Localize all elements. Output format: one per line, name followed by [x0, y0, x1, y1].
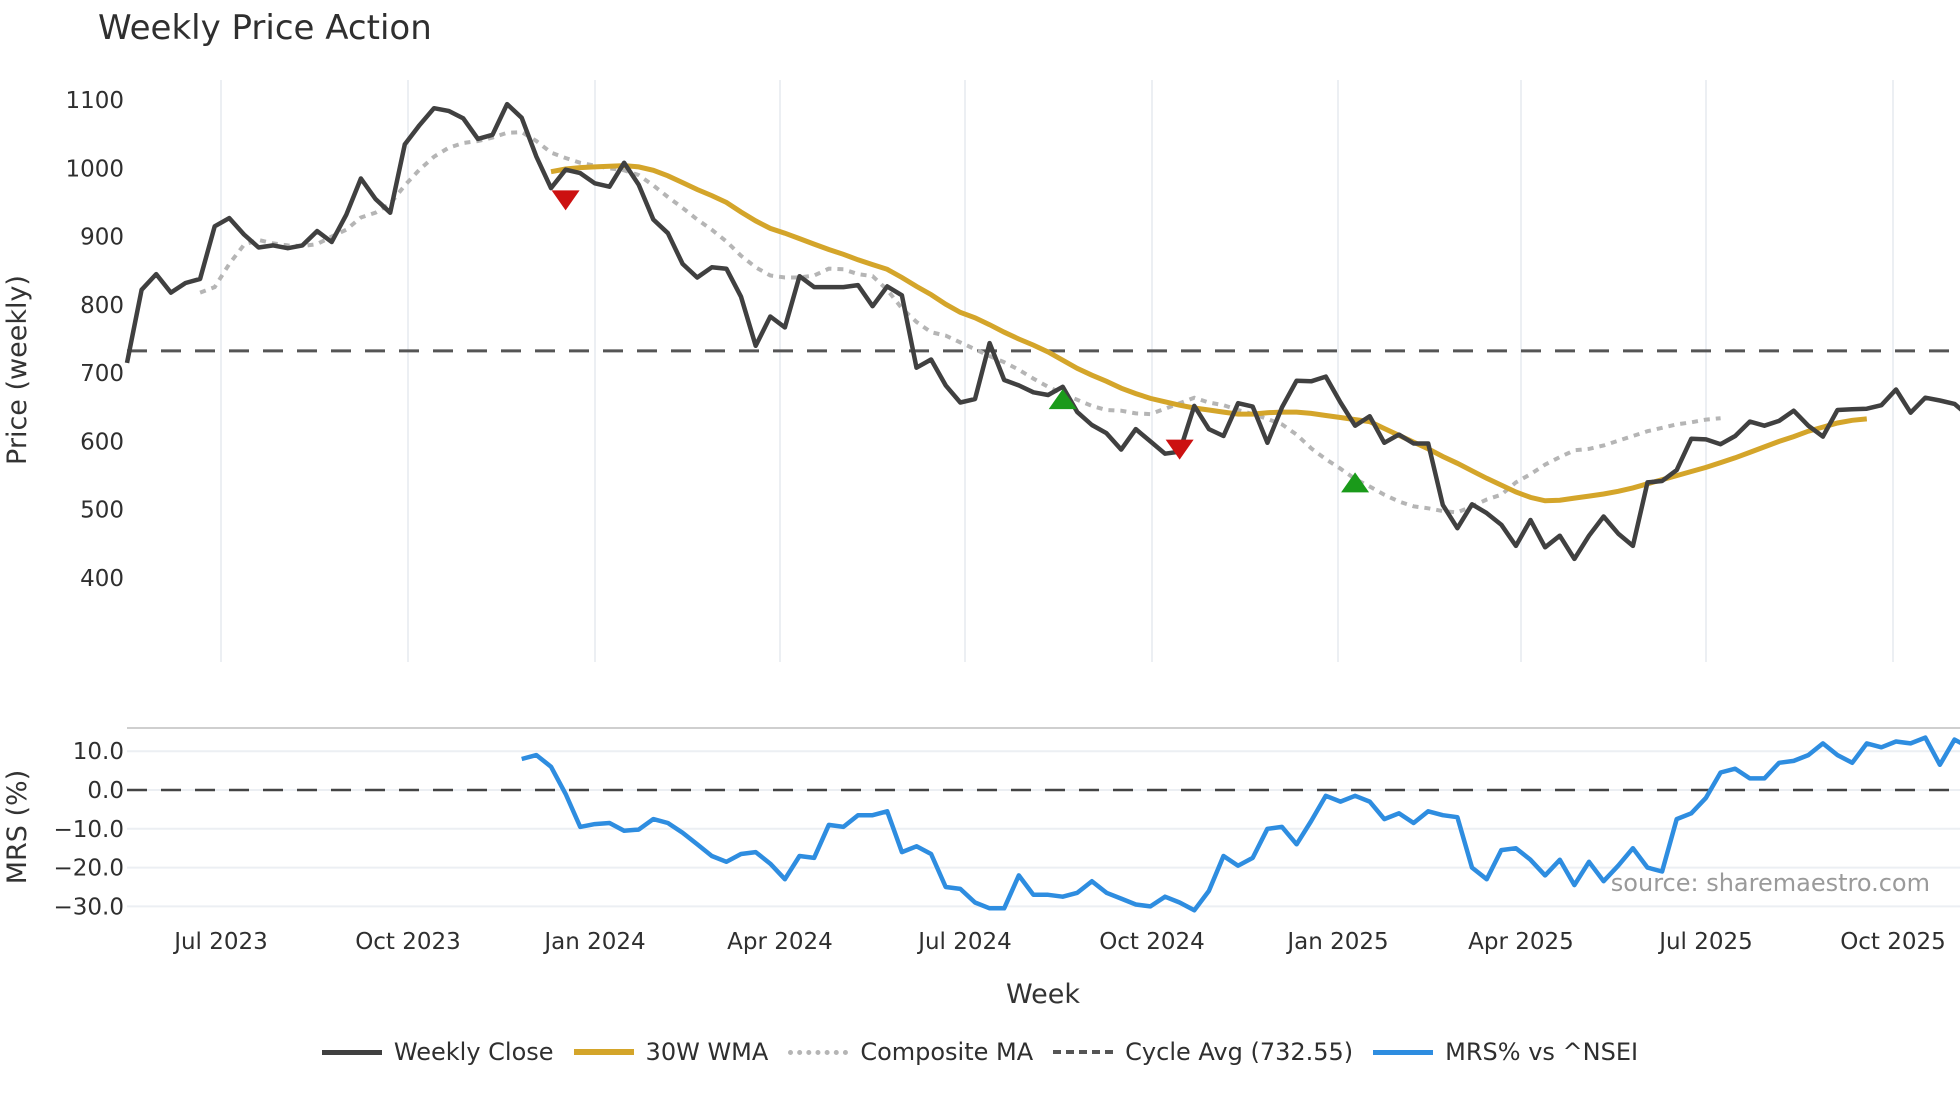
weekly-close-line	[124, 101, 1960, 562]
svg-text:600: 600	[80, 429, 124, 455]
svg-text:Jul 2023: Jul 2023	[172, 929, 268, 955]
price-y-axis-ticks: 400 500 600 700 800 900 1000 1100	[65, 88, 124, 592]
svg-text:−30.0: −30.0	[54, 894, 124, 920]
legend-swatch-mrs	[1373, 1049, 1434, 1055]
svg-text:Jan 2025: Jan 2025	[1285, 929, 1388, 955]
mrs-y-axis-ticks: −30.0 −20.0 −10.0 0.0 10.0	[54, 739, 124, 920]
chart-title: Weekly Price Action	[98, 8, 432, 48]
svg-text:900: 900	[80, 225, 124, 251]
svg-text:Jul 2024: Jul 2024	[916, 929, 1012, 955]
x-axis-ticks: Jul 2023 Oct 2023 Jan 2024 Apr 2024 Jul 2024…	[172, 929, 1946, 955]
signal-markers	[551, 190, 1370, 493]
price-gridlines	[220, 80, 1894, 662]
svg-text:0.0: 0.0	[87, 778, 124, 804]
legend-swatch-wma	[573, 1049, 634, 1055]
svg-text:400: 400	[80, 566, 124, 592]
legend-swatch-weekly-close	[321, 1049, 382, 1055]
svg-text:Apr 2025: Apr 2025	[1468, 929, 1574, 955]
svg-text:−10.0: −10.0	[54, 817, 124, 843]
mrs-line	[521, 735, 1960, 913]
svg-text:10.0: 10.0	[73, 739, 124, 765]
legend: Weekly Close 30W WMA Composite MA Cycle …	[0, 1038, 1960, 1066]
legend-swatch-cycle-avg	[1053, 1050, 1114, 1054]
legend-swatch-composite-ma	[788, 1049, 849, 1055]
svg-text:Jan 2024: Jan 2024	[542, 929, 645, 955]
svg-text:700: 700	[80, 361, 124, 387]
legend-label: Composite MA	[860, 1038, 1034, 1066]
svg-text:−20.0: −20.0	[54, 856, 124, 882]
legend-item-cycle-avg[interactable]: Cycle Avg (732.55)	[1053, 1038, 1353, 1066]
svg-text:500: 500	[80, 498, 124, 524]
legend-item-composite-ma[interactable]: Composite MA	[788, 1038, 1033, 1066]
svg-text:Oct 2025: Oct 2025	[1840, 929, 1946, 955]
legend-label: 30W WMA	[645, 1038, 769, 1066]
legend-item-mrs[interactable]: MRS% vs ^NSEI	[1373, 1038, 1638, 1066]
source-note: source: sharemaestro.com	[1611, 869, 1930, 897]
legend-label: Weekly Close	[393, 1038, 554, 1066]
x-axis-label: Week	[1006, 979, 1080, 1010]
svg-text:Jul 2025: Jul 2025	[1657, 929, 1753, 955]
legend-label: MRS% vs ^NSEI	[1445, 1038, 1639, 1066]
svg-text:1000: 1000	[65, 156, 124, 182]
legend-item-wma[interactable]: 30W WMA	[573, 1038, 769, 1066]
svg-text:Apr 2024: Apr 2024	[727, 929, 833, 955]
svg-text:Oct 2023: Oct 2023	[355, 929, 461, 955]
mrs-gridlines	[127, 750, 1960, 908]
composite-ma-line	[199, 130, 1721, 515]
svg-text:800: 800	[80, 293, 124, 319]
price-y-axis-label: Price (weekly)	[2, 275, 33, 465]
svg-text:1100: 1100	[65, 88, 124, 114]
mrs-y-axis-label: MRS (%)	[2, 770, 33, 885]
legend-label: Cycle Avg (732.55)	[1125, 1038, 1354, 1066]
svg-text:Oct 2024: Oct 2024	[1099, 929, 1205, 955]
legend-item-weekly-close[interactable]: Weekly Close	[321, 1038, 554, 1066]
wma-30w-line	[550, 163, 1868, 504]
